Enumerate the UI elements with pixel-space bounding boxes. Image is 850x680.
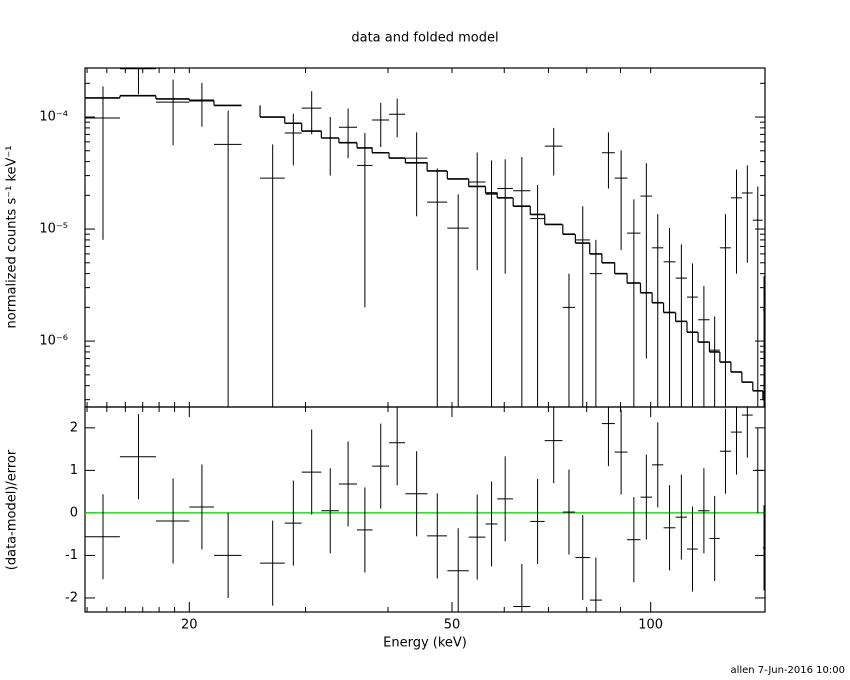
- x-tick-label: 20: [181, 618, 198, 633]
- x-tick-label: 50: [444, 618, 461, 633]
- y-tick-label: 1: [70, 463, 78, 478]
- y-tick-label: 10⁻⁶: [39, 334, 68, 349]
- y-tick-label: 0: [70, 505, 78, 520]
- y-tick-label: 2: [70, 420, 78, 435]
- plot-frame: [84, 67, 766, 408]
- y-axis-label: normalized counts s⁻¹ keV⁻¹: [5, 146, 20, 329]
- footer: allen 7-Jun-2016 10:00: [730, 665, 845, 676]
- y-tick-label: -2: [65, 590, 78, 605]
- plot-frame: [84, 406, 766, 613]
- x-tick-label: 100: [638, 618, 663, 633]
- y-axis-label: (data-model)/error: [5, 449, 20, 570]
- y-tick-label: 10⁻⁴: [39, 110, 68, 125]
- x-axis-label: Energy (keV): [383, 636, 467, 651]
- chart-title: data and folded model: [351, 31, 498, 46]
- y-tick-label: 10⁻⁵: [39, 222, 68, 237]
- plot-area: [85, 68, 765, 407]
- model-riser: [119, 95, 764, 400]
- plot-area: [85, 407, 765, 612]
- y-tick-label: -1: [65, 548, 78, 563]
